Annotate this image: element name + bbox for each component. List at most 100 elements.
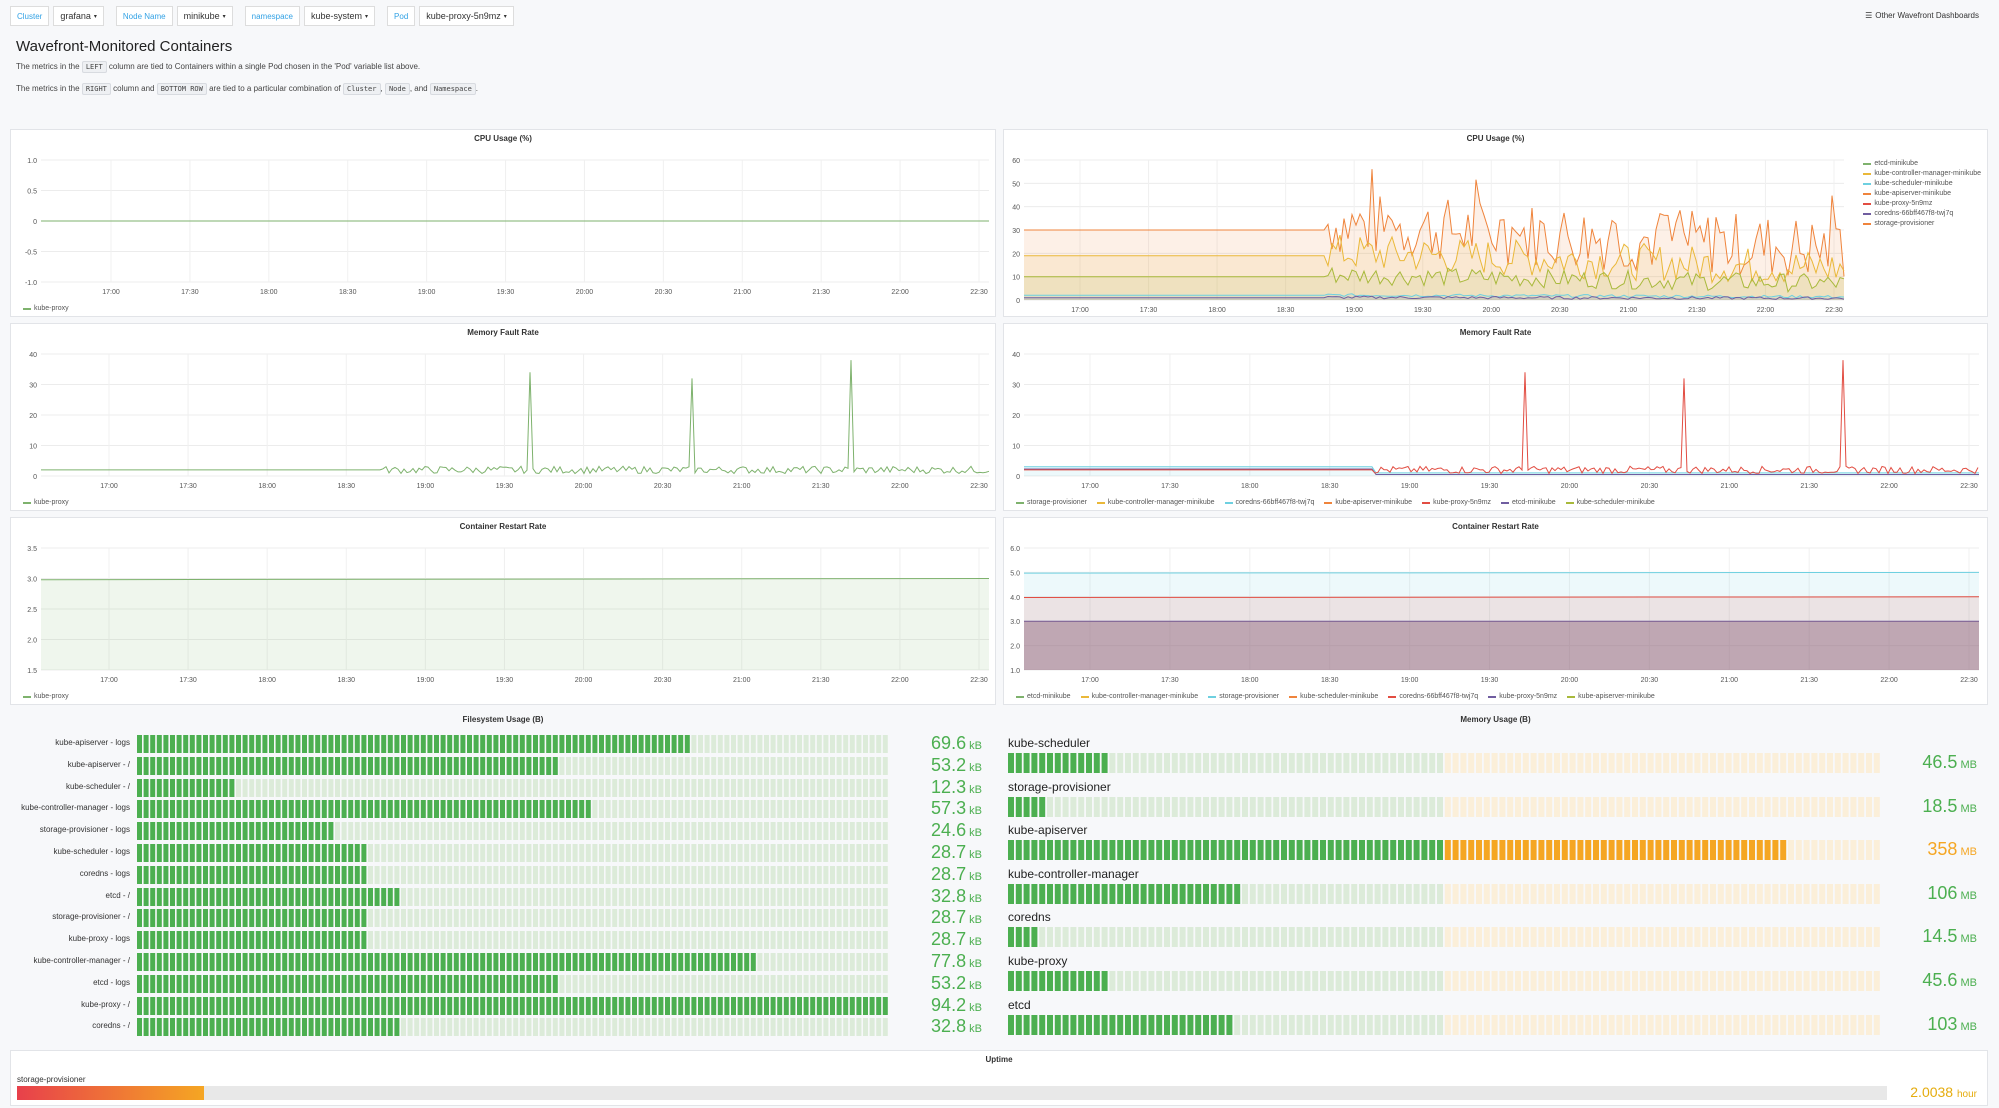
- bar-segment: [638, 996, 644, 1015]
- bar-segment: [671, 865, 677, 884]
- bar-segment: [1437, 927, 1443, 948]
- bar-segment: [770, 756, 776, 775]
- legend-item[interactable]: storage-provisioner: [1863, 220, 1981, 227]
- legend-item[interactable]: kube-proxy-5n9mz: [1422, 499, 1491, 506]
- legend-item[interactable]: coredns-66bff467f8-twj7q: [1388, 693, 1478, 700]
- bar-segment: [335, 887, 340, 906]
- bar-segment: [262, 865, 268, 884]
- bar-segment: [764, 887, 769, 906]
- bar-segment: [170, 844, 175, 862]
- legend-item[interactable]: kube-apiserver-minikube: [1324, 499, 1412, 506]
- bar-segment: [526, 735, 532, 753]
- bar-segment: [249, 974, 255, 993]
- bar-segment: [724, 778, 730, 797]
- bar-segment: [632, 931, 637, 950]
- bar-segment: [407, 800, 413, 819]
- legend-item[interactable]: etcd-minikube: [1016, 693, 1071, 700]
- bar-segment: [269, 931, 274, 950]
- intro-text: ,: [380, 84, 383, 93]
- legend-item[interactable]: storage-provisioner: [1016, 499, 1087, 506]
- legend-item[interactable]: kube-apiserver-minikube: [1863, 190, 1981, 197]
- namespace-variable-select[interactable]: kube-system ▾: [303, 6, 376, 26]
- bar-segment: [1663, 796, 1670, 817]
- bar-segment: [1795, 796, 1802, 817]
- bar-segment: [539, 822, 545, 841]
- panel-title: Container Restart Rate: [1452, 522, 1539, 531]
- bar-segment: [1398, 753, 1404, 773]
- bar-segment: [1741, 927, 1748, 948]
- bar-segment: [552, 756, 558, 775]
- bar-segment: [163, 822, 169, 841]
- legend-item[interactable]: etcd-minikube: [1863, 160, 1981, 167]
- bar-segment: [1577, 840, 1584, 861]
- bar-segment: [374, 953, 380, 971]
- bar-segment: [671, 974, 677, 993]
- bar-segment: [1125, 883, 1131, 904]
- bar-segment: [467, 887, 472, 906]
- bar-segment: [203, 822, 208, 841]
- bar-segment: [1468, 883, 1475, 904]
- bar-segment: [1374, 796, 1381, 817]
- bar-segment: [1554, 753, 1560, 773]
- bar-segment: [1093, 753, 1100, 773]
- bar-segment: [1616, 840, 1623, 861]
- bar-segment: [572, 756, 578, 775]
- bar-segment: [1078, 840, 1085, 861]
- bar-segment: [262, 974, 268, 993]
- bar-segment: [354, 756, 360, 775]
- bar-segment: [1546, 796, 1553, 817]
- node-name-variable-select[interactable]: minikube ▾: [176, 6, 233, 26]
- bar-segment: [1678, 753, 1685, 773]
- bar-segment: [480, 735, 486, 753]
- bar-segment: [843, 756, 849, 775]
- legend-item[interactable]: coredns-66bff467f8-twj7q: [1863, 210, 1981, 217]
- bar-segment: [1834, 971, 1841, 991]
- legend-item[interactable]: storage-provisioner: [1208, 693, 1279, 700]
- legend-item[interactable]: kube-proxy-5n9mz: [1488, 693, 1557, 700]
- legend-item[interactable]: coredns-66bff467f8-twj7q: [1224, 499, 1314, 506]
- bar-segment: [770, 800, 776, 819]
- bar-segment: [711, 844, 717, 862]
- bar-segment: [1655, 927, 1662, 948]
- legend-item[interactable]: kube-scheduler-minikube: [1565, 499, 1655, 506]
- legend-item[interactable]: kube-controller-manager-minikube: [1080, 693, 1198, 700]
- bar-segment: [869, 974, 875, 993]
- bar-segment: [1171, 753, 1178, 773]
- legend-item[interactable]: kube-scheduler-minikube: [1289, 693, 1378, 700]
- bar-segment: [1866, 883, 1872, 904]
- bar-segment: [1811, 1014, 1818, 1035]
- bar-segment: [599, 822, 604, 841]
- bar-segment: [1600, 840, 1607, 861]
- bar-segment: [407, 778, 413, 797]
- bar-segment: [1382, 796, 1389, 817]
- uptime-value: 2.0038 hour: [1910, 1084, 1977, 1100]
- legend-item[interactable]: kube-proxy: [23, 305, 69, 312]
- bar-segment: [137, 844, 142, 862]
- bar-segment: [1093, 840, 1100, 861]
- bar-segment: [1413, 927, 1420, 948]
- bar-segment: [255, 953, 261, 971]
- pod-variable-select[interactable]: kube-proxy-5n9mz ▾: [419, 6, 514, 26]
- bar-segment: [460, 996, 466, 1015]
- bar-segment: [420, 800, 426, 819]
- legend-item[interactable]: kube-apiserver-minikube: [1567, 693, 1655, 700]
- bar-segment: [803, 887, 809, 906]
- bar-segment: [658, 996, 664, 1015]
- legend-item[interactable]: kube-proxy: [23, 499, 69, 506]
- legend-item[interactable]: kube-proxy-5n9mz: [1863, 200, 1981, 207]
- legend-item[interactable]: kube-proxy: [23, 693, 69, 700]
- bar-segment: [1671, 840, 1677, 861]
- cluster-variable-select[interactable]: grafana ▾: [53, 6, 104, 26]
- legend-item[interactable]: kube-controller-manager-minikube: [1096, 499, 1215, 506]
- bar-segment: [368, 996, 373, 1015]
- bar-segment: [1117, 796, 1124, 817]
- bar-segment: [440, 865, 446, 884]
- legend-item[interactable]: kube-scheduler-minikube: [1863, 180, 1981, 187]
- bar-segment: [1047, 1014, 1053, 1035]
- bar-segment: [1803, 796, 1810, 817]
- bar-segment: [427, 931, 433, 950]
- legend-item[interactable]: kube-controller-manager-minikube: [1863, 170, 1981, 177]
- legend-item[interactable]: etcd-minikube: [1501, 499, 1556, 506]
- other-dashboards-link[interactable]: ☰ Other Wavefront Dashboards: [1865, 11, 1979, 20]
- bar-segment: [783, 822, 789, 841]
